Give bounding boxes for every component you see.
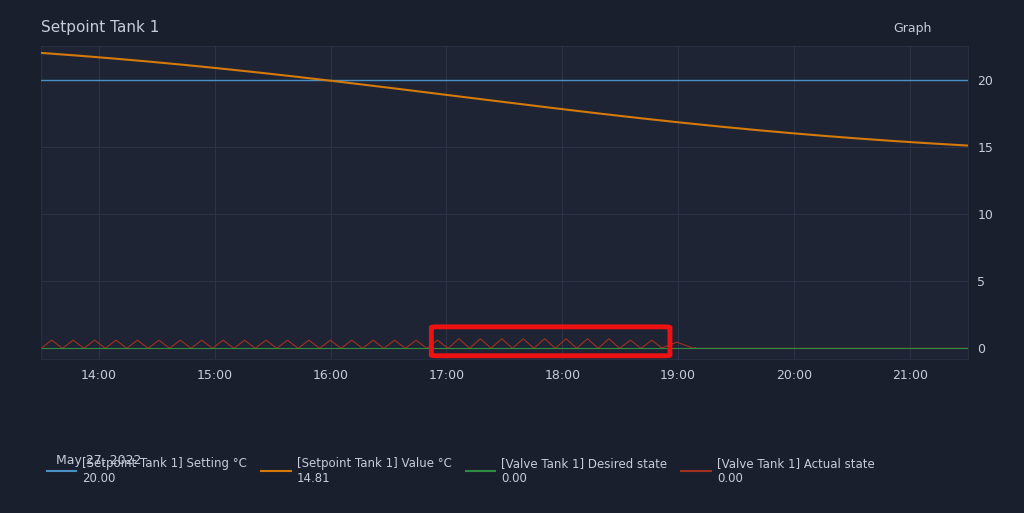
Legend: [Setpoint Tank 1] Setting °C
20.00, [Setpoint Tank 1] Value °C
14.81, [Valve Tan: [Setpoint Tank 1] Setting °C 20.00, [Set… bbox=[47, 457, 874, 485]
Text: May 27, 2022: May 27, 2022 bbox=[56, 454, 141, 467]
Text: Setpoint Tank 1: Setpoint Tank 1 bbox=[41, 21, 160, 35]
Text: Graph: Graph bbox=[893, 22, 931, 35]
